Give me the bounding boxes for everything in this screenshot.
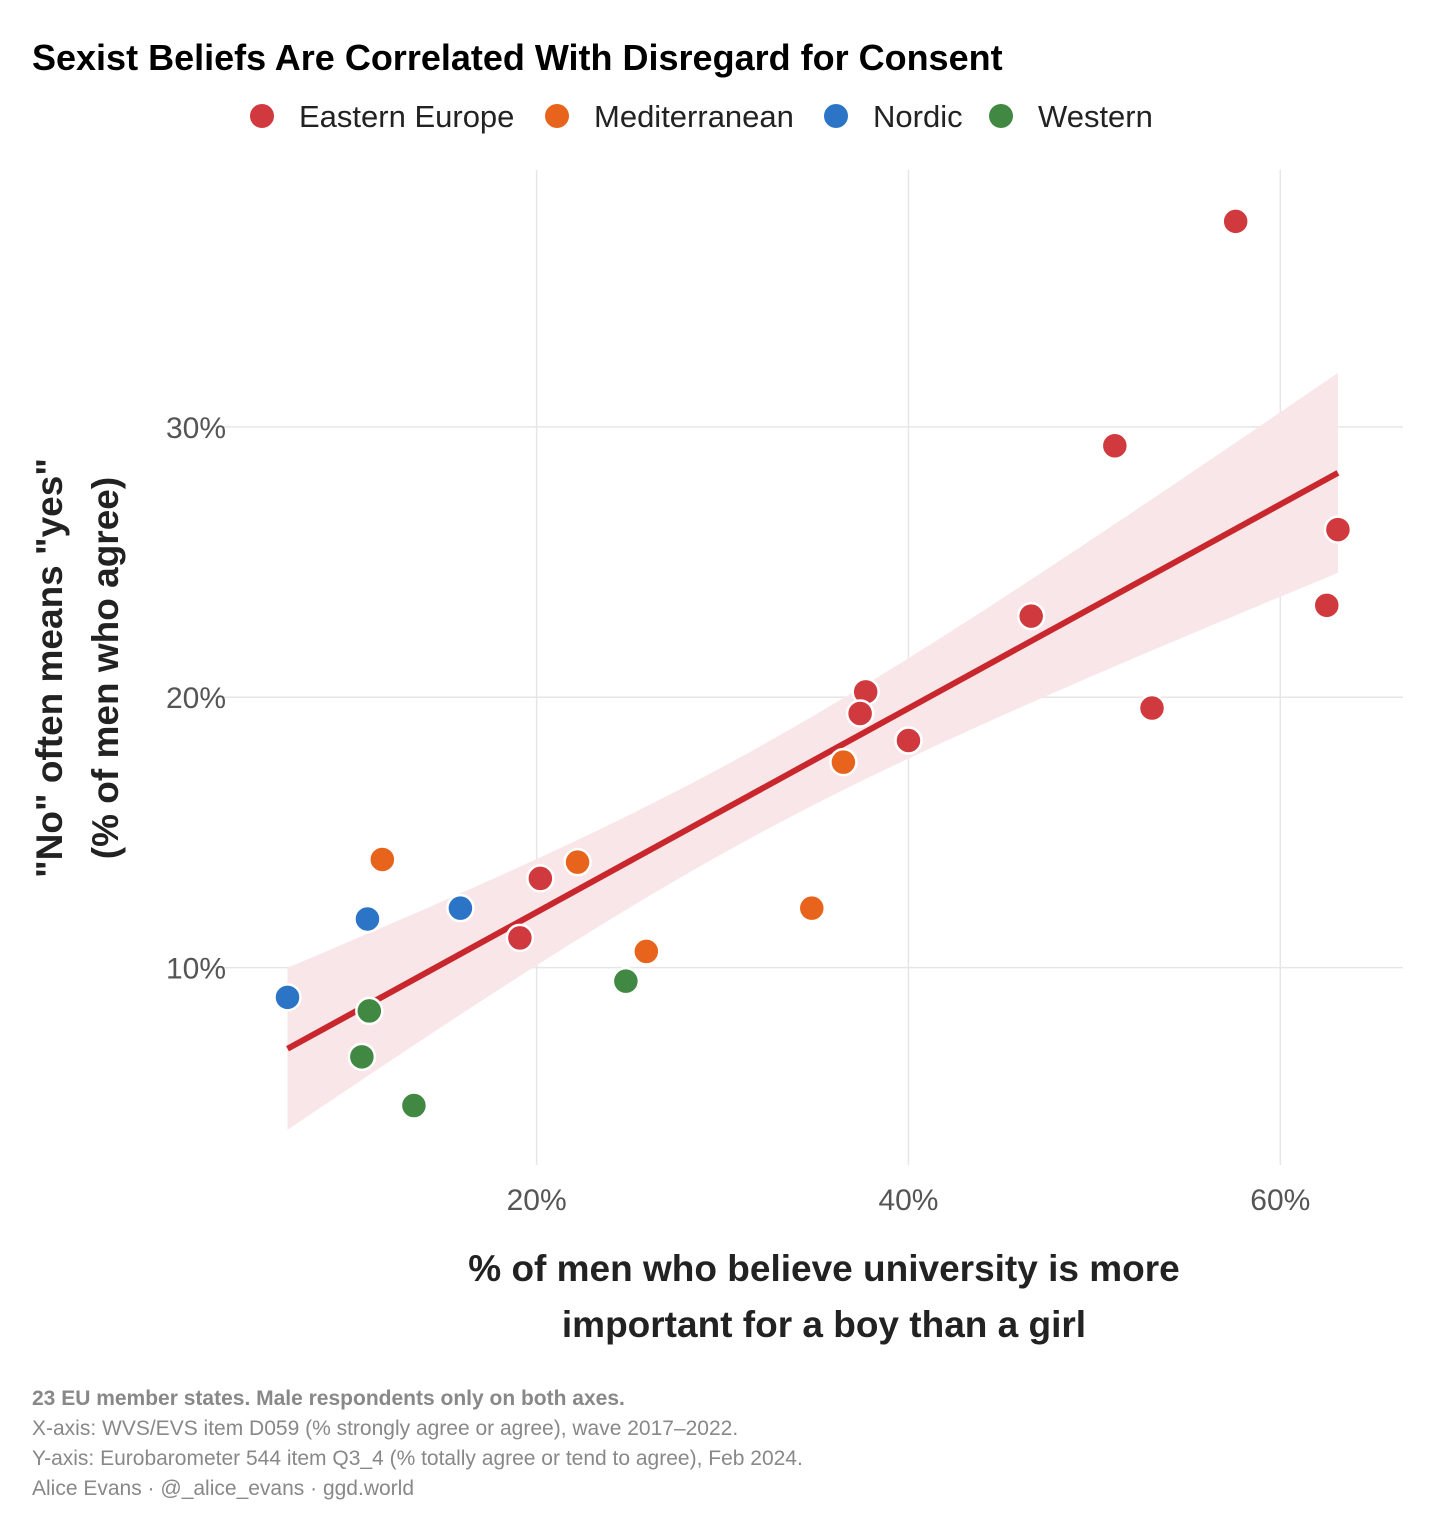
legend-marker-nordic bbox=[824, 104, 848, 128]
y-tick-label: 10% bbox=[166, 953, 226, 986]
caption-line-2: X-axis: WVS/EVS item D059 (% strongly ag… bbox=[32, 1417, 738, 1440]
point-eastern-europe bbox=[894, 726, 923, 755]
x-axis-title-line1: % of men who believe university is more bbox=[468, 1248, 1179, 1289]
point-mediterranean bbox=[368, 845, 397, 874]
confidence-band bbox=[287, 372, 1338, 1130]
point-eastern-europe bbox=[526, 864, 555, 893]
point-eastern-europe bbox=[1100, 431, 1130, 461]
point-eastern-europe bbox=[1016, 601, 1046, 631]
point-eastern-europe bbox=[1221, 207, 1250, 236]
point-mediterranean bbox=[829, 747, 858, 777]
point-nordic bbox=[273, 983, 302, 1012]
point-western bbox=[355, 996, 384, 1026]
caption-line-3: Y-axis: Eurobarometer 544 item Q3_4 (% t… bbox=[32, 1447, 803, 1470]
x-tick-label: 60% bbox=[1250, 1184, 1310, 1217]
legend-marker-eastern-europe bbox=[250, 104, 274, 128]
point-mediterranean bbox=[632, 937, 661, 966]
caption-line-4: Alice Evans · @_alice_evans · ggd.world bbox=[32, 1477, 414, 1500]
tick-labels: 20% 40% 60% 10% 20% 30% bbox=[166, 412, 1310, 1217]
confidence-ribbon bbox=[287, 372, 1338, 1130]
point-mediterranean bbox=[563, 847, 592, 877]
point-nordic bbox=[446, 893, 475, 923]
point-eastern-europe bbox=[1323, 515, 1353, 544]
data-points bbox=[273, 207, 1353, 1120]
x-axis-title-line2: important for a boy than a girl bbox=[562, 1304, 1086, 1345]
y-axis-title-line2: (% of men who agree) bbox=[85, 477, 126, 859]
y-axis-title-line1: "No" often means "yes" bbox=[29, 458, 70, 878]
point-western bbox=[611, 966, 641, 996]
regression-line-group bbox=[286, 470, 1340, 1052]
point-nordic bbox=[353, 904, 382, 934]
chart-title: Sexist Beliefs Are Correlated With Disre… bbox=[32, 37, 1003, 78]
x-tick-label: 20% bbox=[507, 1184, 567, 1217]
y-tick-label: 30% bbox=[166, 412, 226, 445]
point-mediterranean bbox=[797, 893, 827, 923]
y-tick-label: 20% bbox=[166, 682, 226, 715]
legend-label: Mediterranean bbox=[594, 99, 794, 134]
point-western bbox=[399, 1091, 429, 1120]
legend-label: Nordic bbox=[873, 99, 963, 134]
legend-marker-mediterranean bbox=[545, 104, 569, 128]
regression-line bbox=[286, 470, 1340, 1052]
point-western bbox=[347, 1042, 377, 1072]
legend-label: Eastern Europe bbox=[299, 99, 514, 134]
point-eastern-europe bbox=[845, 699, 875, 728]
legend: Eastern Europe Mediterranean Nordic Western bbox=[250, 99, 1153, 134]
x-tick-label: 40% bbox=[878, 1184, 938, 1217]
legend-label: Western bbox=[1038, 99, 1153, 134]
point-eastern-europe bbox=[1137, 693, 1167, 723]
legend-marker-western bbox=[989, 104, 1013, 128]
point-eastern-europe bbox=[505, 923, 535, 953]
point-eastern-europe bbox=[1312, 591, 1342, 620]
caption-line-1: 23 EU member states. Male respondents on… bbox=[32, 1387, 625, 1410]
